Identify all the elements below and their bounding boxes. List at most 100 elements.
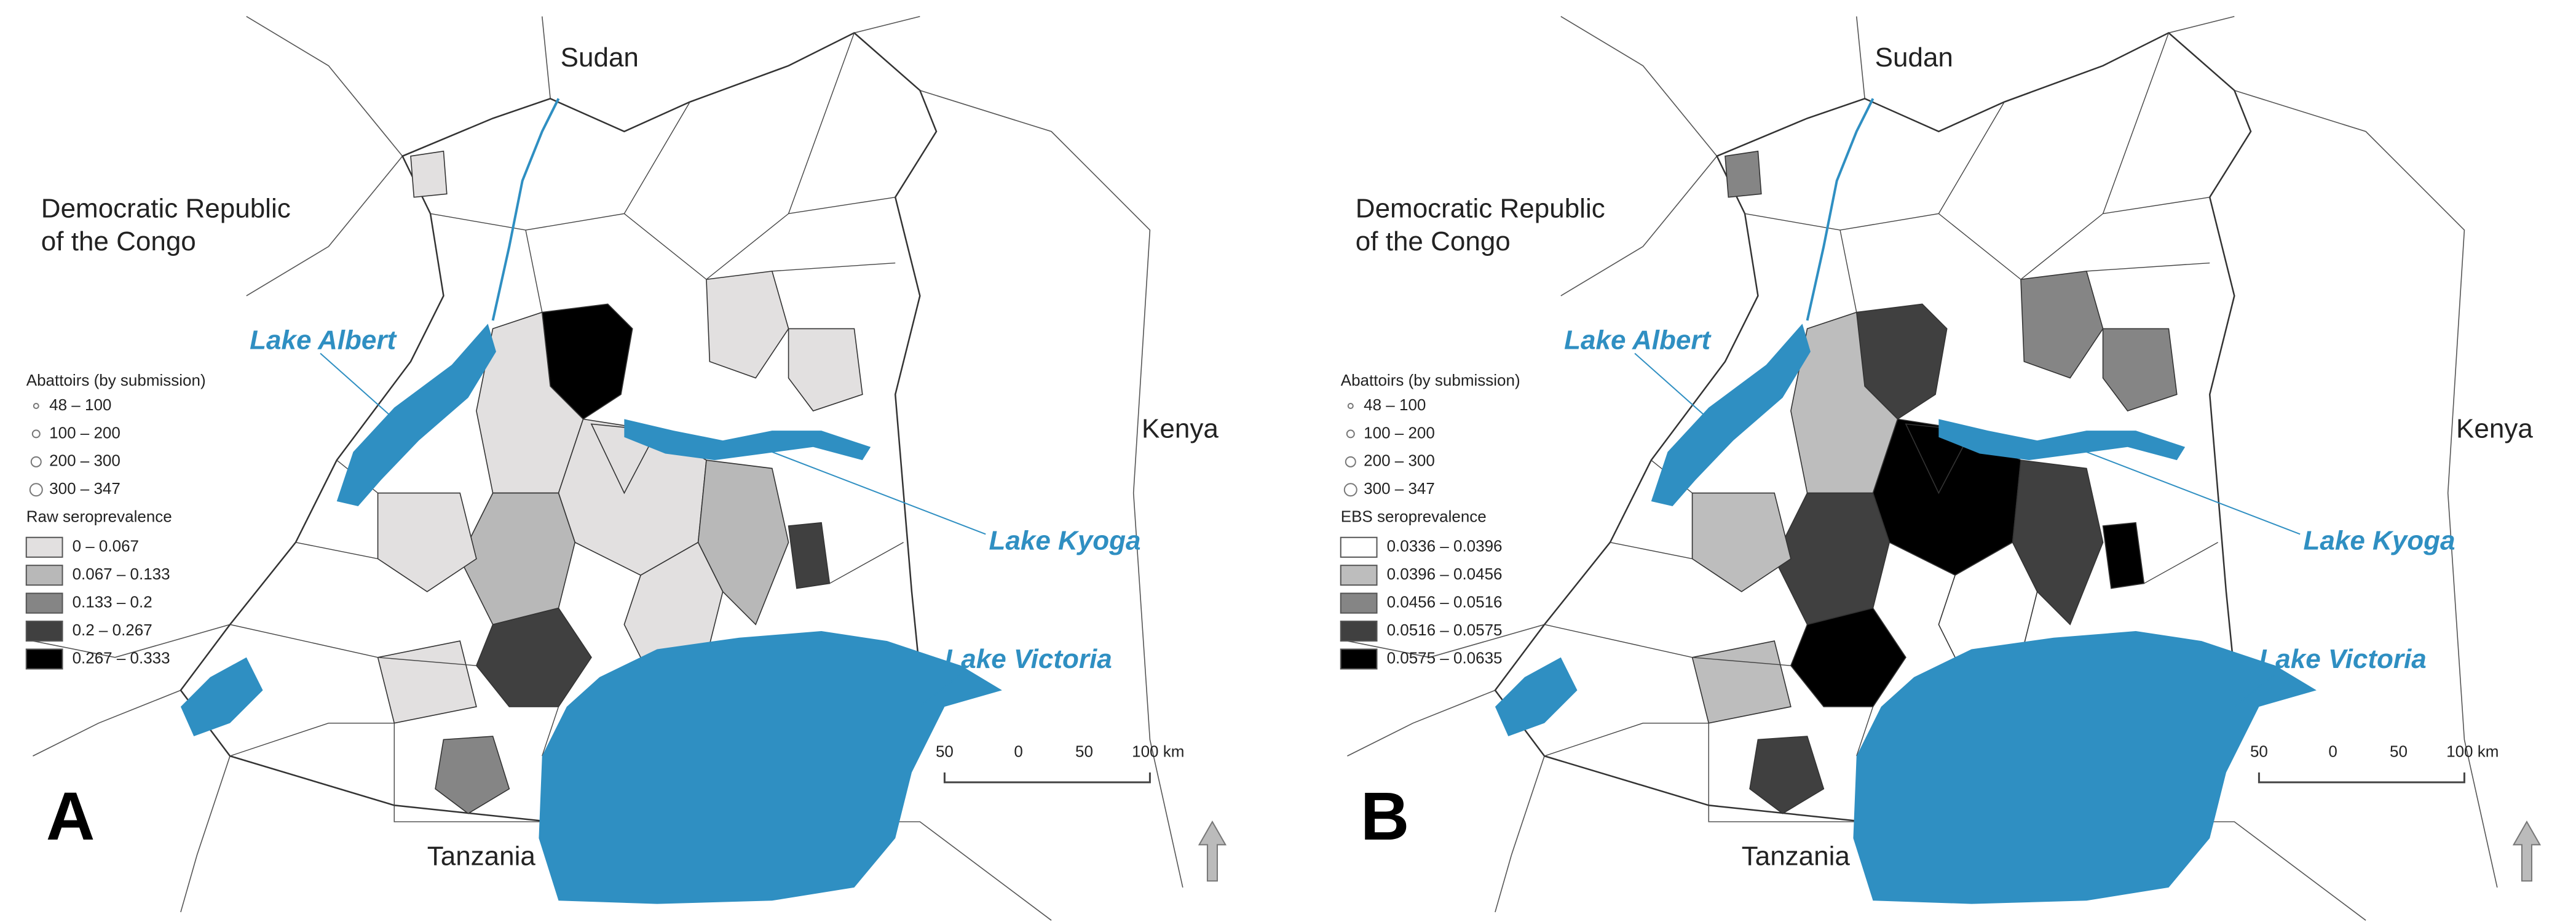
- legend-item: 0.0336 – 0.0396: [1387, 537, 1503, 555]
- legend-item: 200 – 300: [49, 451, 121, 470]
- legend-item: 0.2 – 0.267: [73, 621, 152, 639]
- north-arrow: [2512, 820, 2542, 882]
- legend-symbol: [30, 456, 42, 467]
- district-border: [1840, 230, 1857, 312]
- district-border: [624, 33, 854, 279]
- legend-swatch: [1340, 565, 1378, 586]
- country-label: Tanzania: [427, 841, 536, 871]
- legend-symbol: [31, 429, 41, 439]
- scale-label: 0: [1014, 742, 1022, 761]
- legend-item: 0.0396 – 0.0456: [1387, 565, 1503, 583]
- country-label: Kenya: [1142, 414, 1219, 444]
- legend-title: Abattoirs (by submission): [26, 371, 206, 389]
- country-label: Kenya: [2456, 414, 2533, 444]
- country-border: [542, 17, 550, 99]
- river: [1808, 98, 1873, 320]
- district: [2103, 328, 2177, 411]
- legend-symbol: [1346, 429, 1355, 439]
- district-border: [1610, 542, 1693, 559]
- district: [706, 271, 789, 378]
- legend-swatch: [1340, 536, 1378, 558]
- district-border: [1857, 707, 1873, 756]
- legend-symbol: [1343, 483, 1357, 497]
- country-border: [33, 690, 180, 756]
- lake: [1495, 657, 1578, 737]
- country-border: [181, 756, 230, 912]
- district: [435, 736, 509, 814]
- lake-label: Lake Albert: [1564, 325, 1712, 355]
- legend-symbol: [29, 483, 43, 497]
- scale-label: 0: [2328, 742, 2337, 761]
- legend-item: 100 – 200: [49, 423, 121, 442]
- legend-title: Raw seroprevalence: [26, 507, 172, 526]
- district-border: [1544, 624, 1692, 657]
- legend-swatch: [1340, 648, 1378, 670]
- legend-item: 100 – 200: [1364, 423, 1435, 442]
- lake: [1651, 324, 1811, 506]
- lake: [1853, 631, 2317, 904]
- legend-item: 0.0575 – 0.0635: [1387, 648, 1503, 667]
- lake-label: Lake Kyoga: [989, 525, 1141, 555]
- district-border: [1544, 723, 1709, 756]
- legend-swatch: [1340, 621, 1378, 642]
- country-label: Sudan: [561, 42, 639, 73]
- legend-symbol: [1345, 456, 1356, 467]
- legend-item: 0.267 – 0.333: [73, 648, 170, 667]
- legend-item: 300 – 347: [1364, 479, 1435, 498]
- lake: [1938, 419, 2186, 461]
- country-border: [247, 17, 403, 156]
- panel-label: A: [46, 779, 95, 854]
- district-border: [2087, 263, 2210, 271]
- country-border: [1495, 756, 1544, 912]
- country-label: Democratic Republic: [41, 194, 291, 224]
- legend-item: 48 – 100: [49, 395, 111, 414]
- country-border: [2168, 17, 2234, 33]
- country-border: [33, 624, 230, 657]
- scale-label: 50: [2390, 742, 2408, 761]
- district: [378, 493, 476, 592]
- lake: [180, 657, 263, 737]
- lake-pointer: [320, 353, 394, 419]
- scale-bar: [2258, 772, 2465, 784]
- country-label: of the Congo: [41, 226, 196, 256]
- legend-item: 0 – 0.067: [73, 537, 139, 555]
- district: [2013, 460, 2103, 624]
- country-label: Sudan: [1875, 42, 1953, 73]
- legend-swatch: [25, 565, 63, 586]
- district-border: [1938, 33, 2168, 279]
- river: [493, 98, 559, 320]
- lake-label: Lake Kyoga: [2304, 525, 2455, 555]
- legend-item: 0.067 – 0.133: [73, 565, 170, 583]
- lake-pointer: [1635, 353, 1709, 419]
- lake-label: Lake Albert: [250, 325, 397, 355]
- lake-label: Lake Victoria: [944, 644, 1112, 674]
- district-border: [1745, 102, 2004, 230]
- country-label: of the Congo: [1356, 226, 1511, 256]
- district: [789, 328, 863, 411]
- lake-pointer: [2087, 452, 2300, 535]
- scale-label: 50: [936, 742, 954, 761]
- country-border: [920, 90, 1183, 888]
- country-label: Democratic Republic: [1356, 194, 1605, 224]
- district: [2103, 523, 2144, 589]
- district-border: [2103, 197, 2210, 214]
- scale-label: 50: [1075, 742, 1093, 761]
- legend-swatch: [1340, 592, 1378, 614]
- district-border: [296, 542, 378, 559]
- legend-swatch: [25, 592, 63, 614]
- country-label: Tanzania: [1742, 841, 1851, 871]
- district-border: [230, 624, 377, 657]
- district: [698, 460, 789, 624]
- legend-item: 0.133 – 0.2: [73, 592, 152, 611]
- district: [1750, 736, 1823, 814]
- district: [2021, 271, 2103, 378]
- legend-item: 300 – 347: [49, 479, 121, 498]
- district-border: [430, 102, 690, 230]
- scale-bar: [943, 772, 1151, 784]
- country-border: [2234, 90, 2497, 888]
- map-geometry: [33, 17, 1182, 921]
- country-border: [1347, 690, 1495, 756]
- district-border: [789, 197, 896, 214]
- country-border: [1347, 624, 1544, 657]
